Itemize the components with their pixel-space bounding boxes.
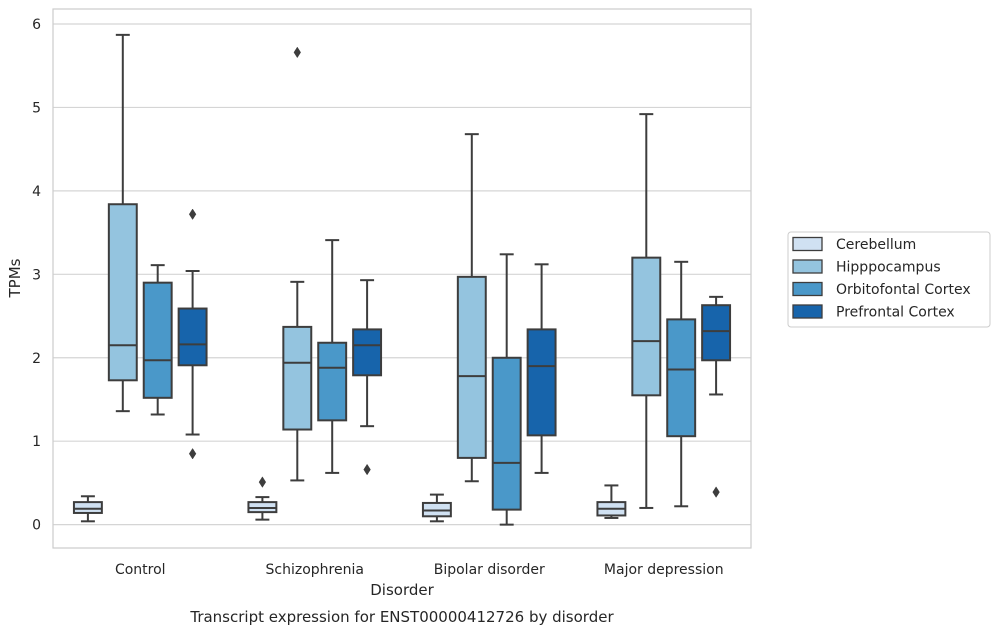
box-orbitofontal-cortex: [666, 260, 697, 508]
box-hipppocampus: [456, 133, 487, 483]
outlier-point: [188, 208, 197, 220]
y-tick-label: 0: [32, 518, 41, 534]
y-tick-label: 5: [32, 100, 41, 116]
x-tick-label: Bipolar disorder: [434, 562, 545, 578]
box-orbitofontal-cortex: [142, 264, 173, 416]
outlier-point: [712, 486, 720, 498]
box-hipppocampus: [107, 33, 138, 413]
x-tick-label: Major depression: [604, 562, 724, 578]
box-iqr: [317, 341, 348, 422]
outlier-point: [293, 46, 301, 59]
y-tick-label: 6: [32, 17, 41, 33]
y-tick-label: 2: [32, 351, 41, 367]
box-iqr: [631, 256, 662, 397]
y-axis-title: TPMs: [6, 258, 24, 298]
box-prefrontal-cortex: [526, 263, 557, 474]
legend-label: Cerebellum: [836, 237, 916, 253]
box-iqr: [456, 275, 487, 459]
legend-swatch: [792, 236, 823, 252]
box-cerebellum: [596, 484, 627, 519]
outlier-point: [188, 448, 197, 460]
y-tick-labels: 0 1 2 3 4 5 6: [32, 17, 41, 534]
box-cerebellum: [421, 493, 452, 523]
box-prefrontal-cortex: [701, 295, 732, 498]
box-prefrontal-cortex: [177, 208, 208, 460]
legend: Cerebellum Hipppocampus Orbitofontal Corte…: [787, 231, 991, 328]
box-iqr: [177, 307, 208, 367]
legend-swatch: [792, 304, 823, 319]
y-tick-label: 4: [32, 184, 41, 200]
box-hipppocampus: [631, 113, 662, 509]
box-iqr: [142, 281, 173, 399]
box-iqr: [352, 328, 383, 377]
box-iqr: [491, 356, 522, 511]
box-iqr: [666, 318, 697, 438]
x-tick-labels: Control Schizophrenia Bipolar disorder Majo…: [115, 562, 724, 578]
box-cerebellum: [247, 476, 278, 521]
legend-swatch: [792, 259, 823, 274]
outlier-point: [258, 476, 267, 488]
box-iqr: [72, 501, 103, 514]
chart-caption: Transcript expression for ENST0000041272…: [189, 608, 614, 626]
box-prefrontal-cortex: [352, 279, 383, 476]
legend-frame: [787, 231, 991, 328]
legend-label: Hipppocampus: [836, 260, 941, 276]
box-groups: [72, 33, 732, 526]
x-axis-title: Disorder: [370, 581, 434, 599]
box-iqr: [701, 304, 732, 362]
box-iqr: [107, 203, 138, 382]
box-cerebellum: [72, 495, 103, 523]
legend-label: Orbitofontal Cortex: [836, 282, 971, 298]
box-iqr: [526, 328, 557, 437]
x-tick-label: Schizophrenia: [266, 562, 364, 578]
box-orbitofontal-cortex: [491, 253, 522, 526]
box-iqr: [282, 325, 313, 431]
legend-swatch: [792, 281, 823, 297]
outlier-point: [363, 463, 371, 476]
plot-frame: [52, 8, 752, 549]
box-orbitofontal-cortex: [317, 239, 348, 474]
x-tick-label: Control: [115, 562, 166, 578]
y-tick-label: 3: [32, 267, 41, 283]
y-tick-label: 1: [32, 434, 41, 450]
legend-label: Prefrontal Cortex: [836, 305, 955, 321]
box-hipppocampus: [282, 46, 313, 482]
